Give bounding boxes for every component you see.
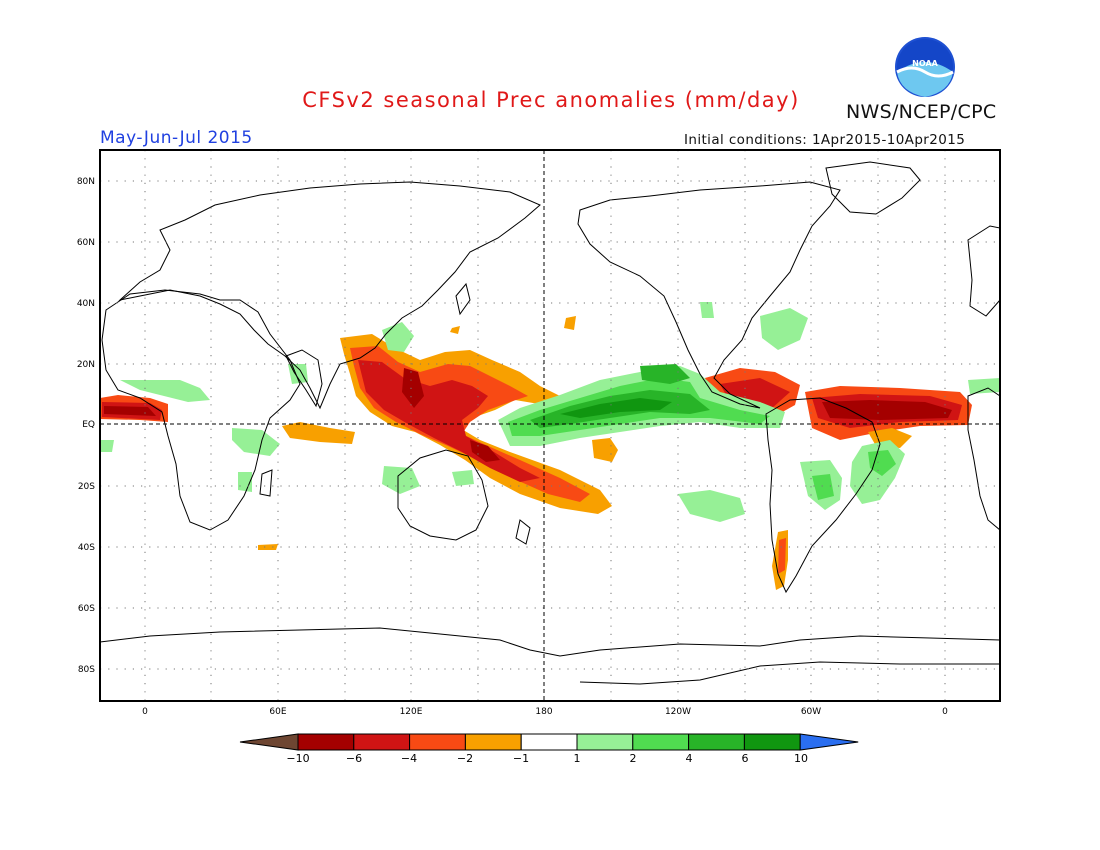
coast-north-america bbox=[577, 181, 841, 409]
coast-africa bbox=[101, 289, 301, 531]
colorbar bbox=[239, 733, 859, 751]
lon-label: 120E bbox=[400, 707, 423, 717]
lon-label: 120W bbox=[665, 707, 691, 717]
lon-label: 0 bbox=[142, 707, 148, 717]
lon-label: 0 bbox=[942, 707, 948, 717]
colorbar-label: 2 bbox=[630, 752, 637, 765]
colorbar-label: 6 bbox=[742, 752, 749, 765]
colorbar-arrow-left bbox=[239, 733, 299, 751]
colorbar-segment bbox=[576, 733, 634, 751]
map-border bbox=[99, 149, 1001, 702]
coast-australia bbox=[397, 449, 489, 541]
colorbar-segment bbox=[743, 733, 801, 751]
dry-indian-ocean bbox=[282, 422, 355, 444]
colorbar-segment bbox=[353, 733, 411, 751]
map-title: CFSv2 seasonal Prec anomalies (mm/day) bbox=[302, 88, 800, 112]
colorbar-segment bbox=[409, 733, 466, 751]
coast-africa-right bbox=[967, 387, 1001, 532]
colorbar-segment bbox=[297, 733, 355, 751]
lat-label: EQ bbox=[82, 420, 95, 430]
colorbar-label: −6 bbox=[346, 752, 362, 765]
coast-madagascar bbox=[259, 469, 273, 497]
colorbar-label: 4 bbox=[686, 752, 693, 765]
initial-conditions-label: Initial conditions: 1Apr2015-10Apr2015 bbox=[684, 132, 966, 148]
lon-label: 180 bbox=[535, 707, 552, 717]
lat-label: 20S bbox=[78, 482, 95, 492]
season-label: May-Jun-Jul 2015 bbox=[100, 128, 253, 148]
colorbar-segment bbox=[632, 733, 690, 751]
lat-label: 80N bbox=[77, 177, 95, 187]
coast-europe-right bbox=[967, 225, 1001, 317]
colorbar-label: 1 bbox=[574, 752, 581, 765]
lat-label: 40S bbox=[78, 543, 95, 553]
colorbar-segment bbox=[464, 733, 522, 751]
wet-north-america bbox=[760, 308, 808, 350]
colorbar-label: −1 bbox=[513, 752, 529, 765]
noaa-logo: NOAA bbox=[895, 37, 955, 97]
colorbar-label: 10 bbox=[794, 752, 808, 765]
coast-india bbox=[285, 349, 323, 408]
coast-japan bbox=[455, 282, 471, 316]
coast-antarctica-lower bbox=[579, 661, 1000, 685]
lat-label: 40N bbox=[77, 299, 95, 309]
coast-greenland bbox=[825, 161, 921, 215]
lat-label: 80S bbox=[78, 665, 95, 675]
lon-label: 60W bbox=[801, 707, 821, 717]
colorbar-arrow-right bbox=[799, 733, 859, 751]
coast-eurasia bbox=[118, 181, 541, 410]
lat-label: 20N bbox=[77, 360, 95, 370]
colorbar-segment bbox=[520, 733, 578, 751]
colorbar-label: −10 bbox=[286, 752, 309, 765]
colorbar-label: −2 bbox=[457, 752, 473, 765]
lat-labels: 80N 60N 40N 20N EQ 20S 40S 60S 80S bbox=[77, 177, 95, 675]
coast-antarctica bbox=[99, 627, 1001, 657]
coast-nz bbox=[515, 519, 531, 545]
colorbar-labels: −10 −6 −4 −2 −1 1 2 4 6 10 bbox=[286, 752, 808, 765]
lat-label: 60S bbox=[78, 604, 95, 614]
colorbar-segment bbox=[688, 733, 745, 751]
lon-labels: 0 60E 120E 180 120W 60W 0 bbox=[142, 707, 948, 717]
lat-label: 60N bbox=[77, 238, 95, 248]
coastlines bbox=[99, 161, 1001, 685]
reference-lines bbox=[100, 150, 1000, 701]
wet-south-pacific bbox=[678, 490, 745, 522]
logo-text: NOAA bbox=[912, 59, 938, 68]
coast-south-america bbox=[765, 397, 881, 594]
colorbar-label: −4 bbox=[401, 752, 417, 765]
agency-label: NWS/NCEP/CPC bbox=[846, 101, 997, 123]
lon-label: 60E bbox=[269, 707, 286, 717]
